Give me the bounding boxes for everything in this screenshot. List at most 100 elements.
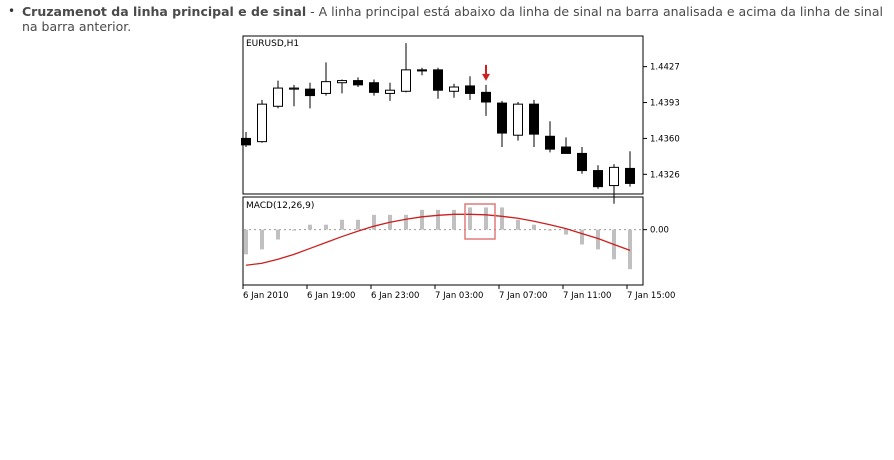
macd-tick-label: 0.00 <box>650 226 669 236</box>
candle-body-up <box>449 86 459 92</box>
macd-histogram-bar <box>260 229 264 250</box>
time-tick-label: 6 Jan 2010 <box>243 291 289 301</box>
candle-body-down <box>465 85 475 94</box>
description-separator: - <box>306 4 319 19</box>
macd-histogram-bar <box>404 214 408 230</box>
macd-histogram-bar <box>372 214 376 230</box>
candlestick <box>321 62 331 96</box>
candle-body-up <box>385 89 395 94</box>
candle-body-down <box>369 82 379 93</box>
price-series <box>241 43 635 204</box>
candle-body-down <box>561 146 571 154</box>
candlestick <box>609 164 619 204</box>
candlestick <box>241 132 251 147</box>
candle-body-down <box>593 170 603 188</box>
price-chart-title: EURUSD,H1 <box>246 39 299 49</box>
candlestick <box>497 100 507 147</box>
signal-arrow-icon <box>482 64 490 81</box>
candlestick <box>337 79 347 94</box>
candle-body-down <box>417 69 427 72</box>
macd-histogram-bar <box>420 209 424 230</box>
chart-figure: EURUSD,H1 MACD(12,26,9) 1.442701.439351.… <box>240 34 685 304</box>
chart-svg: EURUSD,H1 MACD(12,26,9) 1.442701.439351.… <box>241 35 685 301</box>
price-tick-label: 1.43600 <box>650 134 680 144</box>
macd-histogram-bar <box>308 224 312 230</box>
candlestick <box>529 99 539 147</box>
candlestick <box>545 121 555 153</box>
crossover-highlight-box <box>464 203 496 240</box>
macd-chart-title: MACD(12,26,9) <box>246 201 314 211</box>
candle-body-down <box>481 91 491 103</box>
candle-body-up <box>401 69 411 92</box>
candle-body-down <box>353 80 363 86</box>
time-tick-label: 7 Jan 11:00 <box>563 291 611 301</box>
candle-body-up <box>513 103 523 136</box>
macd-histogram-bar <box>484 207 488 230</box>
macd-histogram-bar <box>292 229 296 231</box>
candle-body-down <box>545 135 555 150</box>
candlestick <box>577 147 587 174</box>
macd-signal-line <box>245 213 631 266</box>
axis-labels: 1.44270 1.43935 1.43600 1.43265 0.00 6 Jan 20… <box>242 63 685 301</box>
candlestick <box>385 82 395 101</box>
macd-histogram-bar <box>564 229 568 235</box>
candlestick <box>305 82 315 109</box>
candle-body-up <box>337 80 347 84</box>
candle-body-down <box>305 88 315 97</box>
macd-histogram-bar <box>276 229 280 240</box>
candle-body-up <box>257 103 267 143</box>
candlestick <box>353 77 363 87</box>
candlestick <box>417 67 427 76</box>
candlestick <box>465 76 475 100</box>
macd-histogram-bar <box>500 207 504 230</box>
candlestick <box>433 67 443 99</box>
macd-histogram-bar <box>340 219 344 230</box>
price-tick-label: 1.43265 <box>650 170 680 180</box>
macd-series <box>244 203 642 270</box>
macd-histogram-bar <box>436 209 440 230</box>
macd-histogram-bar <box>596 229 600 250</box>
macd-histogram-bar <box>468 207 472 230</box>
candlestick <box>481 84 491 116</box>
candle-body-down <box>529 103 539 135</box>
candlestick <box>273 80 283 109</box>
description-body: A linha principal está abaixo da linha d… <box>22 4 883 34</box>
macd-histogram-bar <box>548 229 552 231</box>
time-tick-label: 6 Jan 19:00 <box>307 291 355 301</box>
candle-body-up <box>609 166 619 187</box>
macd-histogram-bar <box>452 209 456 230</box>
macd-histogram-bar <box>244 229 248 255</box>
candlestick <box>369 79 379 96</box>
candlestick <box>289 84 299 107</box>
candlestick <box>561 137 571 154</box>
description-text: Cruzamenot da linha principal e de sinal… <box>22 4 888 34</box>
candlestick <box>625 151 635 187</box>
candle-body-down <box>433 69 443 91</box>
candlestick <box>257 99 267 143</box>
candle-body-down <box>497 102 507 134</box>
candlestick <box>593 165 603 189</box>
time-tick-label: 7 Jan 03:00 <box>435 291 483 301</box>
candle-body-down <box>625 167 635 184</box>
candle-body-up <box>273 87 283 107</box>
price-panel <box>242 35 644 195</box>
candle-body-up <box>289 87 299 90</box>
candlestick <box>513 102 523 141</box>
macd-histogram-bar <box>580 229 584 245</box>
macd-histogram-bar <box>516 219 520 230</box>
price-tick-label: 1.43935 <box>650 99 680 109</box>
candle-body-down <box>241 137 251 146</box>
bullet-icon: • <box>8 4 16 18</box>
macd-histogram-bar <box>356 219 360 230</box>
candlestick <box>449 83 459 98</box>
price-tick-label: 1.44270 <box>650 63 680 73</box>
macd-panel <box>242 196 644 286</box>
macd-histogram-bar <box>532 224 536 230</box>
candlestick <box>401 43 411 93</box>
macd-histogram-bar <box>324 224 328 230</box>
time-tick-label: 7 Jan 15:00 <box>627 291 675 301</box>
candle-body-down <box>577 152 587 172</box>
description-title: Cruzamenot da linha principal e de sinal <box>22 4 307 19</box>
candle-body-up <box>321 81 331 94</box>
time-tick-label: 7 Jan 07:00 <box>499 291 547 301</box>
